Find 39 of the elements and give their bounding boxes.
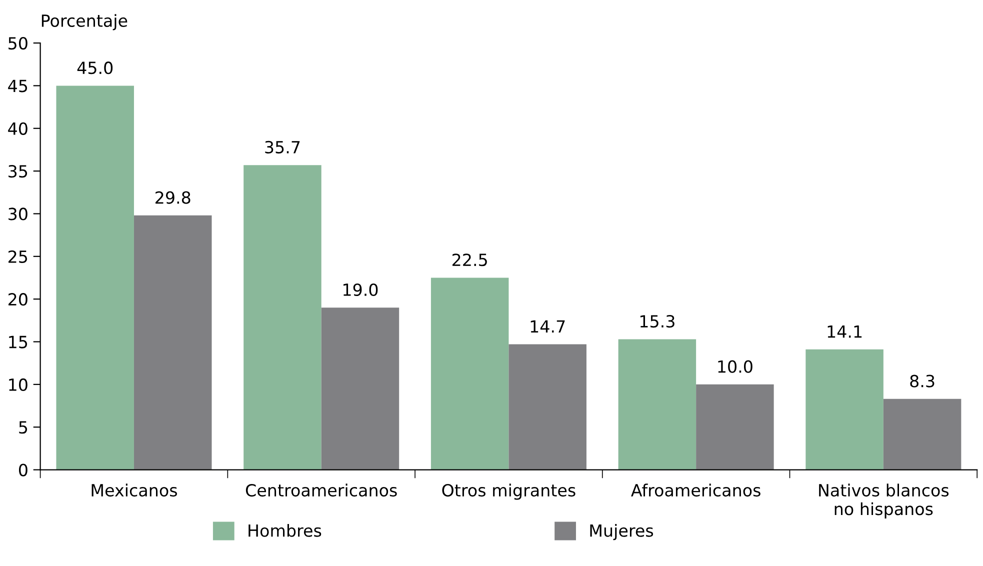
- bar: [430, 278, 509, 470]
- y-tick-label: 20: [8, 293, 28, 306]
- y-tick-label: 35: [8, 165, 28, 178]
- data-label: 15.3: [640, 315, 674, 328]
- y-tick-label: 10: [9, 378, 28, 391]
- data-label: 8.3: [910, 374, 934, 388]
- bar: [56, 86, 134, 470]
- x-tick-label: Centroamericanos: [246, 484, 397, 497]
- x-tick-label: Mexicanos: [92, 484, 177, 497]
- y-tick-label: 15: [9, 336, 28, 348]
- bar: [883, 398, 962, 470]
- data-label: 14.7: [530, 320, 565, 333]
- bar: [508, 344, 586, 470]
- bar: [806, 349, 884, 470]
- y-tick-label: 30: [8, 208, 28, 220]
- data-label: 22.5: [452, 254, 487, 266]
- y-tick-label: 50: [8, 36, 28, 50]
- x-tick-label: Otros migrantes: [442, 484, 576, 500]
- bar: [618, 339, 696, 470]
- y-tick-label: 40: [8, 122, 28, 135]
- bar: [134, 215, 212, 470]
- y-axis-title: Porcentaje: [42, 14, 128, 30]
- data-label: 10.0: [718, 360, 752, 373]
- legend-label: Hombres: [248, 524, 322, 537]
- data-label: 19.0: [343, 283, 378, 296]
- data-label: 14.1: [828, 325, 862, 338]
- y-tick-label: 5: [19, 421, 28, 434]
- y-tick-label: 0: [18, 464, 28, 476]
- legend-label: Mujeres: [590, 524, 654, 540]
- bar: [321, 308, 400, 470]
- bar: [696, 384, 774, 470]
- data-label: 35.7: [265, 140, 300, 154]
- data-label: 29.8: [156, 191, 190, 204]
- y-tick-label: 25: [8, 250, 28, 263]
- y-tick-label: 45: [8, 80, 28, 92]
- bar: [244, 165, 322, 470]
- data-label: 45.0: [77, 62, 113, 74]
- x-tick-label: Nativos blancos no hispanos: [819, 484, 949, 518]
- x-tick-label: Afroamericanos: [631, 484, 760, 497]
